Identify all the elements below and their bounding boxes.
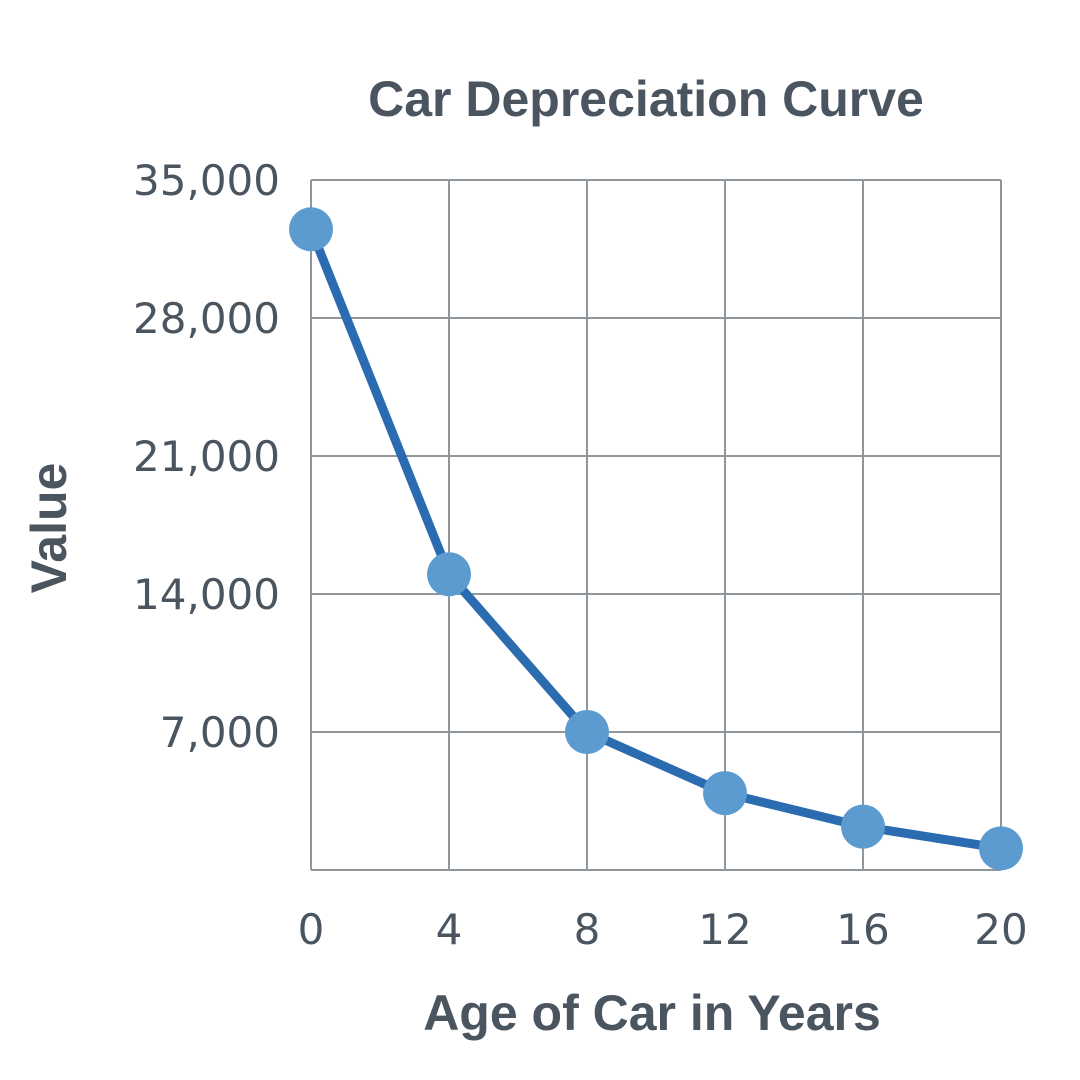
grid [310,179,1002,871]
x-tick-label: 8 [574,905,601,954]
y-tick-label: 35,000 [133,156,280,205]
x-tick-label: 12 [698,905,751,954]
data-point [841,804,885,849]
y-axis-ticks: 35,000 28,000 21,000 14,000 7,000 [133,156,280,757]
y-tick-label: 21,000 [133,432,280,481]
x-tick-label: 4 [436,905,463,954]
y-tick-label: 14,000 [133,570,280,619]
data-point [565,710,609,754]
y-axis-title: Value [21,463,77,594]
x-tick-label: 20 [974,905,1027,954]
data-point [289,207,333,252]
x-tick-label: 16 [836,905,889,954]
data-point [703,771,747,816]
chart-title: Car Depreciation Curve [368,71,924,127]
data-point [979,826,1023,871]
series-line [306,224,1006,853]
x-axis-ticks: 0 4 8 12 16 20 [298,905,1028,954]
series-group [289,207,1023,871]
x-axis-title: Age of Car in Years [423,985,881,1041]
data-point [427,552,471,597]
y-tick-label: 28,000 [133,294,280,343]
y-tick-label: 7,000 [160,708,280,757]
x-tick-label: 0 [298,905,325,954]
